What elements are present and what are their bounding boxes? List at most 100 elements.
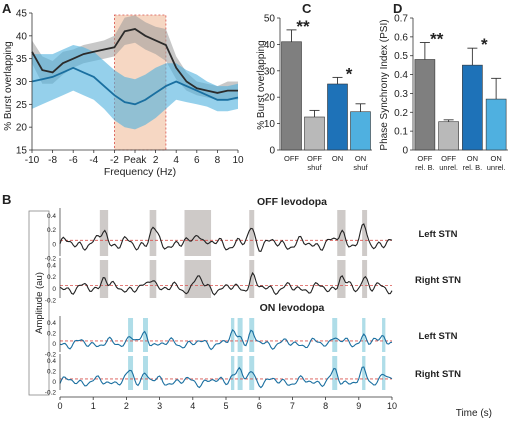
- trace-y-tick-label: -0.2: [45, 256, 57, 263]
- panel-a-x-tick-label: 10: [232, 155, 244, 166]
- burst-shade: [337, 260, 346, 298]
- significance-marker: **: [296, 17, 310, 36]
- burst-shade: [128, 318, 134, 352]
- y-tick-label: 0.5: [394, 51, 408, 62]
- category-label: unrel.: [487, 163, 506, 172]
- burst-shade: [230, 318, 235, 352]
- burst-shade: [382, 356, 386, 390]
- burst-shade: [99, 210, 109, 256]
- panel-a-y-tick-label: 20: [16, 123, 28, 134]
- panel-a-x-tick-label: 2: [153, 155, 159, 166]
- panel-a-x-tick-label: -2: [110, 155, 119, 166]
- burst-shade: [362, 356, 366, 390]
- panel-a-x-tick-label: -10: [25, 155, 40, 166]
- panel-a-y-tick-label: 25: [16, 100, 28, 111]
- burst-shade: [249, 318, 255, 352]
- panel-b-x-tick-label: 1: [91, 401, 96, 411]
- burst-shade: [382, 318, 386, 352]
- trace-y-tick-label: -0.2: [45, 298, 57, 305]
- burst-shade: [184, 210, 212, 256]
- panel-b-x-tick-label: 5: [223, 401, 228, 411]
- series-1-line: [31, 28, 238, 94]
- y-tick-label: 0.2: [394, 108, 408, 119]
- panel-a-x-tick-label: 4: [173, 155, 179, 166]
- category-label: rel. B.: [463, 163, 483, 172]
- burst-shade: [362, 210, 368, 256]
- trace-y-tick-label: 0.2: [47, 369, 56, 376]
- burst-shade: [149, 210, 157, 256]
- panel-b-x-tick-label: 9: [356, 401, 361, 411]
- y-tick-label: 0.1: [394, 127, 408, 138]
- panel-label-c: C: [302, 1, 312, 16]
- burst-shade: [230, 356, 235, 390]
- y-tick-label: 50: [264, 14, 276, 25]
- trace-y-tick-label: 0.2: [47, 274, 56, 281]
- category-label: ON: [491, 154, 502, 163]
- burst-shade: [337, 210, 346, 256]
- category-label: OFF: [307, 154, 322, 163]
- panel-b-x-tick-label: 8: [323, 401, 328, 411]
- burst-shade: [237, 318, 243, 352]
- panel-a-x-axis-label: Frequency (Hz): [104, 166, 176, 178]
- series-2-error-band: [32, 45, 238, 130]
- panel-a-x-tick-label: 6: [194, 155, 200, 166]
- trace-y-tick-label: 0.4: [47, 262, 56, 269]
- panel-label-d: D: [393, 1, 402, 16]
- y-tick-label: 0: [269, 146, 275, 157]
- burst-shade: [184, 260, 212, 298]
- significance-marker: *: [346, 64, 353, 83]
- off-levodopa-title: OFF levodopa: [257, 196, 327, 208]
- y-tick-label: 0.3: [394, 89, 408, 100]
- category-label: OFF: [284, 154, 299, 163]
- panel-b-x-axis-label: Time (s): [456, 408, 492, 419]
- panel-a-y-tick-label: 45: [16, 9, 28, 20]
- panel-label-a: A: [2, 1, 12, 16]
- panel-b-x-tick-label: 2: [124, 401, 129, 411]
- panel-d-y-axis-label: Phase Synchrony Index (PSI): [379, 19, 390, 150]
- category-label: shuf: [307, 163, 322, 172]
- panel-b-x-tick-label: 4: [190, 401, 195, 411]
- panel-b-x-tick-label: 3: [157, 401, 162, 411]
- y-tick-label: 10: [264, 119, 276, 130]
- y-tick-label: 0.7: [394, 14, 408, 25]
- burst-shade: [149, 260, 157, 298]
- trace-y-tick-label: -0.2: [45, 390, 57, 397]
- panel-a-chart: % Burst overlapping Frequency (Hz) 15 20 2…: [3, 9, 244, 179]
- trace-label: Left STN: [418, 331, 457, 342]
- panel-a-x-tick-label: -6: [69, 155, 78, 166]
- category-label: ON: [467, 154, 478, 163]
- amplitude-trace: [59, 271, 393, 296]
- y-tick-label: 30: [264, 66, 276, 77]
- significance-marker: *: [481, 35, 488, 54]
- trace-label: Left STN: [418, 229, 457, 240]
- category-label: OFF: [417, 154, 432, 163]
- trace-y-tick-label: 0: [52, 341, 56, 348]
- y-tick-label: 0.6: [394, 32, 408, 43]
- amplitude-trace: [59, 329, 393, 351]
- bar: [485, 98, 507, 151]
- burst-shade: [249, 356, 255, 390]
- significance-marker: **: [430, 30, 444, 49]
- trace-label: Right STN: [415, 275, 461, 286]
- category-label: rel. B.: [415, 163, 435, 172]
- panel-b-x-tick-label: 6: [257, 401, 262, 411]
- series-2-line: [31, 66, 239, 106]
- burst-shade: [99, 260, 109, 298]
- panel-label-b: B: [2, 192, 11, 207]
- panel-a-x-tick-label: Peak: [124, 155, 148, 166]
- panel-b-x-tick-label: 7: [290, 401, 295, 411]
- trace-y-tick-label: 0.2: [47, 227, 56, 234]
- panel-a-y-tick-label: 35: [16, 54, 28, 65]
- burst-shade: [237, 356, 243, 390]
- panel-c-y-axis-label: % Burst overlapping: [256, 40, 267, 130]
- panel-a-y-axis-label: % Burst overlapping: [3, 41, 14, 131]
- panel-a-y-tick-label: 40: [16, 31, 28, 42]
- amplitude-trace: [59, 366, 393, 389]
- y-tick-label: 40: [264, 40, 276, 51]
- burst-shade: [249, 260, 255, 298]
- burst-shade: [332, 356, 338, 390]
- burst-shade: [143, 318, 148, 352]
- panel-a-x-tick-label: -4: [89, 155, 98, 166]
